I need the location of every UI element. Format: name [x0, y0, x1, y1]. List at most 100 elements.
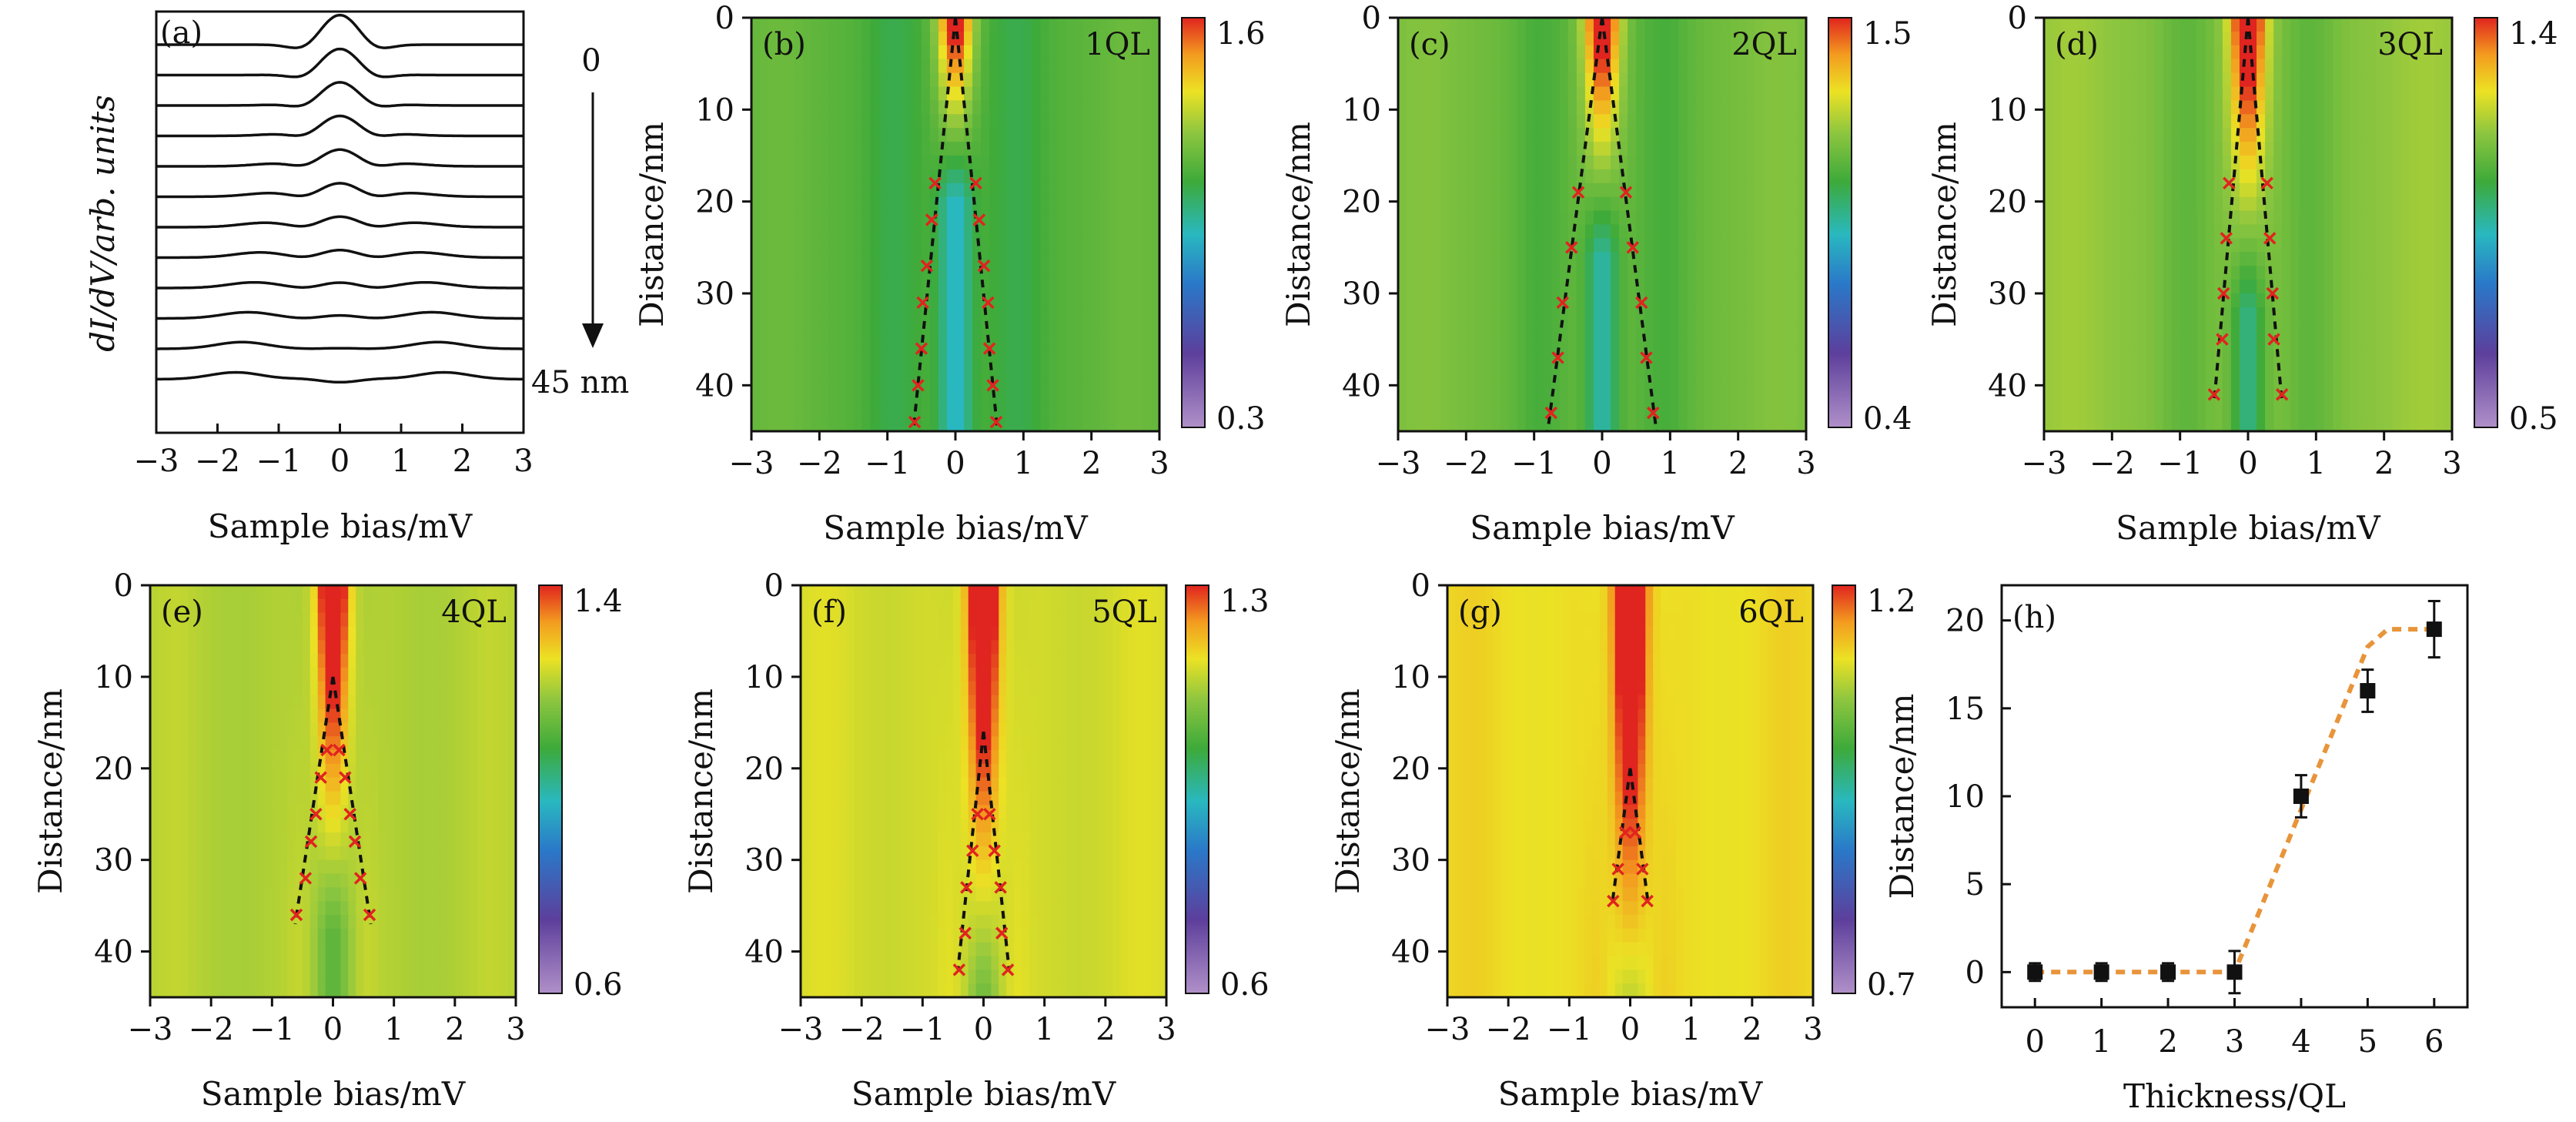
- heatmap-cell: [1449, 196, 1458, 212]
- heatmap-cell: [1567, 320, 1577, 336]
- heatmap-cell: [2154, 72, 2164, 88]
- heatmap-cell: [2434, 128, 2444, 142]
- heatmap-cell: [955, 334, 965, 350]
- heatmap-cell: [1082, 362, 1092, 377]
- heatmap-cell: [1474, 59, 1484, 74]
- heatmap-cell: [477, 695, 487, 710]
- heatmap-cell: [1517, 196, 1527, 212]
- heatmap-cell: [845, 142, 855, 156]
- heatmap-cell: [1788, 196, 1798, 212]
- heatmap-cell: [1116, 210, 1126, 226]
- heatmap-cell: [454, 695, 463, 710]
- heatmap-cell: [2137, 196, 2147, 212]
- heatmap-cell: [1644, 266, 1654, 280]
- heatmap-cell: [1125, 183, 1135, 198]
- heatmap-cell: [1091, 376, 1101, 390]
- heatmap-cell: [1142, 306, 1152, 322]
- heatmap-cell: [2044, 45, 2053, 60]
- heatmap-cell: [2400, 18, 2410, 32]
- heatmap-cell: [955, 376, 965, 390]
- heatmap-cell: [887, 196, 897, 212]
- heatmap-cell: [1525, 210, 1535, 226]
- heatmap-cell: [386, 695, 395, 710]
- heatmap-cell: [1491, 266, 1501, 280]
- heatmap-cell: [2103, 334, 2113, 350]
- heatmap-cell: [1508, 100, 1518, 115]
- heatmap-cell: [1049, 334, 1059, 350]
- heatmap-cell: [241, 598, 250, 614]
- heatmap-cell: [1432, 404, 1441, 418]
- heatmap-cell: [1695, 183, 1705, 198]
- heatmap-cell: [1091, 320, 1101, 336]
- heatmap-cell: [508, 612, 517, 628]
- heatmap-cell: [1398, 376, 1407, 390]
- heatmap-cell: [409, 598, 417, 614]
- heatmap-cell: [401, 640, 410, 655]
- heatmap-cell: [1466, 334, 1475, 350]
- heatmap-cell: [1517, 362, 1527, 377]
- heatmap-cell: [964, 320, 973, 336]
- heatmap-cell: [2384, 266, 2394, 280]
- heatmap-cell: [1525, 31, 1535, 46]
- heatmap-cell: [1099, 18, 1109, 32]
- heatmap-cell: [1687, 238, 1697, 253]
- heatmap-cell: [1611, 128, 1620, 142]
- spectrum-line-12: [156, 370, 524, 384]
- heatmap-cell: [1551, 169, 1561, 184]
- heatmap-cell: [2443, 142, 2453, 156]
- heatmap-cell: [1150, 417, 1160, 432]
- heatmap-cell: [785, 114, 795, 129]
- heatmap-cell: [1678, 72, 1688, 88]
- heatmap-cell: [1661, 169, 1671, 184]
- heatmap-cell: [2163, 114, 2173, 129]
- heatmap-cell: [2095, 31, 2104, 46]
- heatmap-cell: [1440, 334, 1450, 350]
- heatmap-cell: [1746, 404, 1756, 418]
- heatmap-cell: [1611, 18, 1620, 32]
- heatmap-cell: [2426, 334, 2436, 350]
- heatmap-cell: [2434, 376, 2444, 390]
- heatmap-cell: [2417, 293, 2427, 308]
- heatmap-cell: [1746, 45, 1756, 60]
- heatmap-cell: [2180, 376, 2190, 390]
- heatmap-cell: [1551, 72, 1561, 88]
- heatmap-cell: [1125, 238, 1135, 253]
- heatmap-cell: [188, 708, 196, 723]
- heatmap-cell: [1040, 334, 1050, 350]
- heatmap-cell: [2384, 72, 2394, 88]
- heatmap-cell: [1142, 142, 1152, 156]
- heatmap-cell: [998, 238, 1007, 253]
- heatmap-cell: [1678, 196, 1688, 212]
- heatmap-cell: [150, 695, 159, 710]
- heatmap-cell: [2384, 306, 2394, 322]
- heatmap-cell: [921, 128, 931, 142]
- heatmap-cell: [802, 128, 811, 142]
- heatmap-cell: [219, 654, 227, 668]
- heatmap-cell: [1133, 238, 1143, 253]
- heatmap-cell: [1542, 390, 1552, 404]
- heatmap-cell: [2400, 31, 2410, 46]
- heatmap-cell: [1466, 196, 1475, 212]
- heatmap-cell: [1542, 348, 1552, 363]
- heatmap-cell: [508, 585, 517, 600]
- dashed-guide-line: [2212, 17, 2250, 404]
- heatmap-cell: [887, 18, 897, 32]
- heatmap-cell: [2248, 86, 2257, 101]
- heatmap-cell: [1704, 362, 1714, 377]
- heatmap-cell: [2248, 196, 2257, 212]
- heatmap-cell: [938, 266, 948, 280]
- heatmap-cell: [1517, 59, 1527, 74]
- heatmap-cell: [2086, 224, 2096, 239]
- heatmap-cell: [2078, 417, 2087, 432]
- heatmap-cell: [1108, 210, 1118, 226]
- heatmap-cell: [1049, 59, 1059, 74]
- heatmap-cell: [2103, 142, 2113, 156]
- heatmap-cell: [878, 142, 888, 156]
- heatmap-cell: [2375, 238, 2385, 253]
- heatmap-cell: [1729, 86, 1739, 101]
- heatmap-cell: [2196, 376, 2206, 390]
- heatmap-cell: [1023, 169, 1032, 184]
- heatmap-cell: [2154, 86, 2164, 101]
- heatmap-cell: [2409, 280, 2419, 294]
- heatmap-cell: [2222, 86, 2232, 101]
